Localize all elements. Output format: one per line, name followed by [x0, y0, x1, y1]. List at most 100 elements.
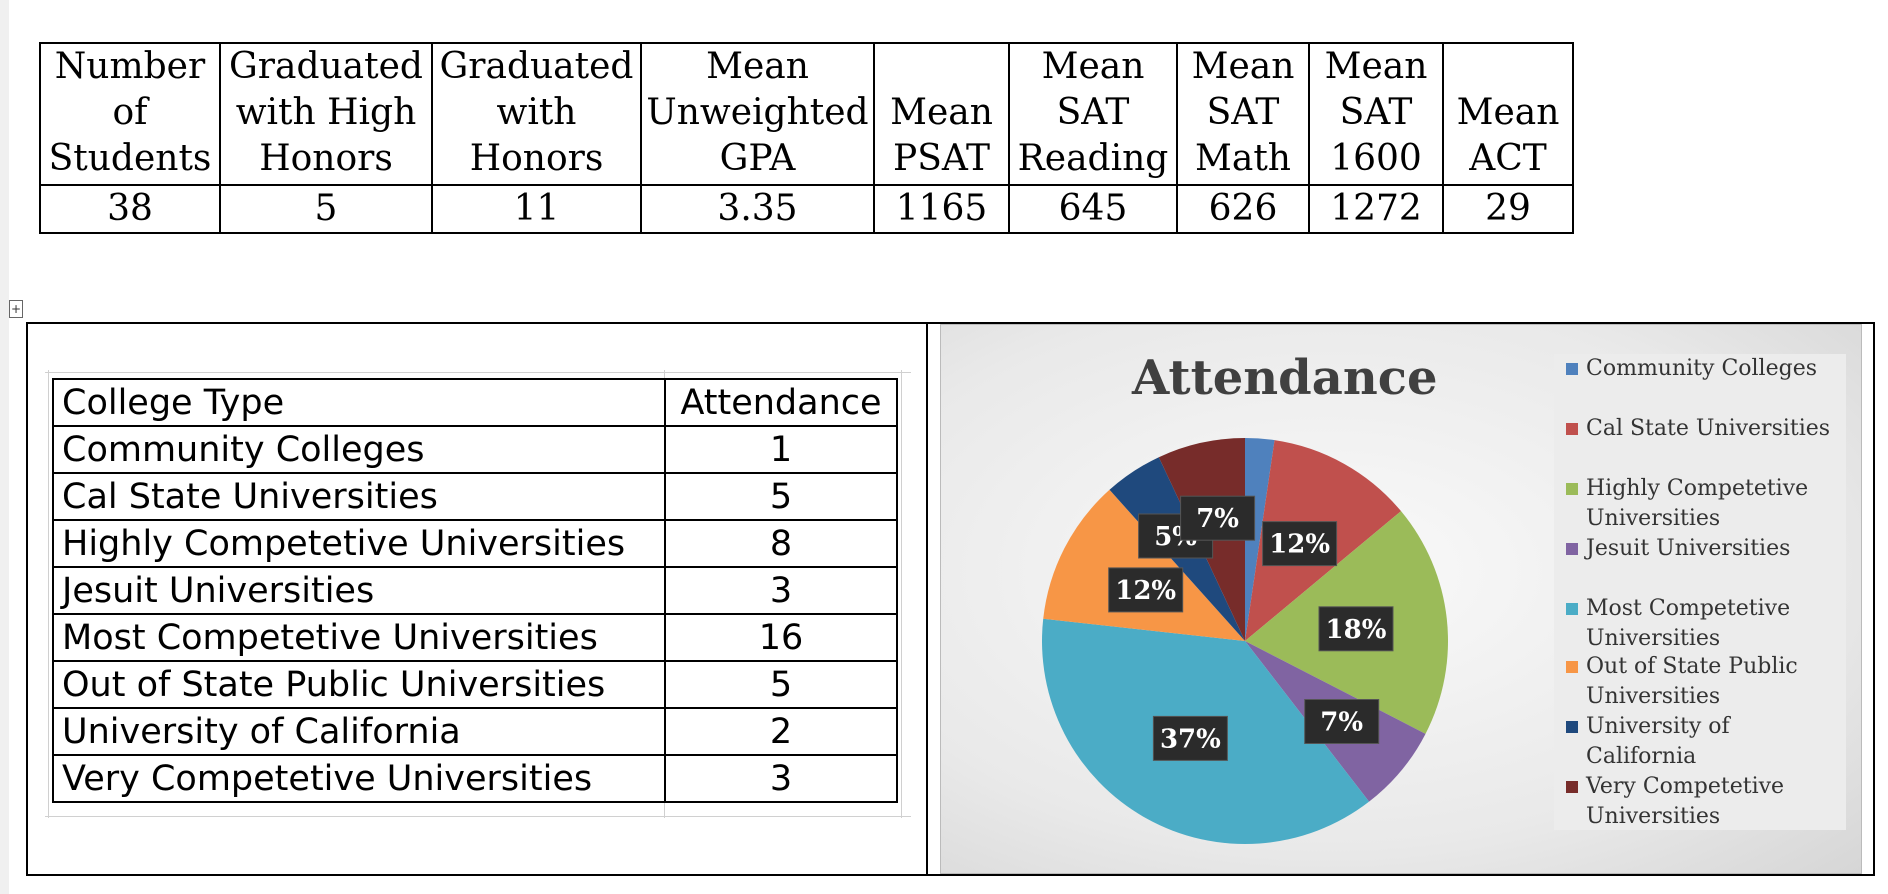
pie-chart[interactable]: 12%18%7%37%12%5%7%	[940, 324, 1862, 874]
layout-table-frame	[26, 322, 1875, 876]
college-type-cell: Highly Competetive Universities	[52, 519, 666, 568]
stats-value-cell: 3.35	[640, 184, 875, 234]
chart-title: Attendance	[1132, 350, 1438, 406]
attendance-cell: 16	[664, 613, 898, 662]
stats-value-cell: 626	[1176, 184, 1310, 234]
layout-table-divider	[926, 322, 928, 876]
stats-header-line: Number	[54, 46, 206, 87]
legend-label: Community Colleges	[1586, 356, 1817, 381]
pie-data-label-box	[1304, 699, 1380, 744]
legend-swatch-icon	[1566, 363, 1578, 375]
table-row: Cal State Universities 5	[52, 472, 898, 521]
stats-header-cell: Mean SAT 1600	[1308, 42, 1444, 186]
stats-header-line: with	[496, 92, 577, 133]
stats-value-cell: 1272	[1308, 184, 1444, 234]
stats-value-cell: 11	[431, 184, 642, 234]
pie-data-label: 7%	[1180, 495, 1256, 541]
stats-header-line: GPA	[719, 138, 796, 179]
stats-header-cell: Graduated with Honors	[431, 42, 642, 186]
pie-data-label-box	[1108, 567, 1184, 613]
legend-label: Jesuit Universities	[1586, 536, 1791, 561]
stats-header-line: of	[112, 92, 148, 133]
pie-data-label: 7%	[1304, 699, 1380, 744]
stats-value-row: 38 5 11 3.35 1165 645 626 1272 29	[39, 184, 1574, 234]
stats-header-line	[875, 44, 1008, 90]
table-row: Out of State Public Universities 5	[52, 660, 898, 709]
table-row: University of California 2	[52, 707, 898, 756]
pie-slice[interactable]	[1043, 489, 1245, 641]
attendance-cell: 5	[664, 472, 898, 521]
stats-value-cell: 38	[39, 184, 221, 234]
sheet-gridline	[45, 816, 911, 817]
attendance-header: Attendance	[664, 378, 898, 427]
pie-data-label-text: 18%	[1326, 615, 1387, 645]
stats-header-cell: Graduated with High Honors	[219, 42, 433, 186]
pie-data-label-text: 12%	[1269, 530, 1330, 560]
stats-header-cell: Mean SAT Math	[1176, 42, 1310, 186]
college-type-cell: Very Competetive Universities	[52, 754, 666, 803]
college-type-cell: Jesuit Universities	[52, 566, 666, 615]
attendance-cell: 3	[664, 566, 898, 615]
legend-swatch-icon	[1566, 423, 1578, 435]
legend-swatch-icon	[1566, 781, 1578, 793]
stats-header-line: Honors	[259, 138, 393, 179]
stats-header-line: SAT	[1056, 92, 1130, 133]
stats-header-cell: Mean Unweighted GPA	[640, 42, 875, 186]
stats-header-line: Mean	[706, 46, 809, 87]
pie-data-label-text: 7%	[1196, 504, 1239, 534]
stats-header-cell: Number of Students	[39, 42, 221, 186]
legend-label: University of California	[1586, 714, 1730, 769]
pie-slice[interactable]	[1245, 438, 1275, 641]
sheet-gridline	[901, 370, 902, 818]
legend-label: Cal State Universities	[1586, 416, 1831, 441]
table-move-handle-icon[interactable]: +	[9, 300, 23, 318]
stats-header-line: Graduated	[439, 46, 634, 87]
stats-header-line: with High	[235, 92, 417, 133]
stats-header-line: Honors	[469, 138, 604, 179]
stats-header-line: Mean	[890, 92, 993, 133]
pie-data-label-text: 37%	[1160, 724, 1221, 754]
stats-header-line	[1444, 44, 1572, 90]
stats-value-cell: 29	[1442, 184, 1574, 234]
college-table-header: College Type Attendance	[52, 378, 898, 427]
stats-header-line: Mean	[1456, 92, 1560, 133]
legend-swatch-icon	[1566, 483, 1578, 495]
stats-header-line: ACT	[1469, 138, 1547, 179]
college-type-cell: University of California	[52, 707, 666, 756]
table-row: Most Competetive Universities 16	[52, 613, 898, 662]
pie-data-label-text: 7%	[1320, 708, 1363, 738]
college-type-cell: Out of State Public Universities	[52, 660, 666, 709]
stats-header-line: PSAT	[893, 138, 990, 179]
college-type-table: College Type Attendance Community Colleg…	[52, 378, 898, 803]
sheet-gridline	[48, 370, 49, 818]
legend-label: Highly Competetive Universities	[1586, 476, 1809, 531]
stats-header-line: Math	[1195, 138, 1291, 179]
pie-data-label: 37%	[1152, 715, 1228, 761]
stats-header-line: SAT	[1339, 92, 1413, 133]
stats-header-line: SAT	[1206, 92, 1280, 133]
stats-header-line: Students	[48, 138, 212, 179]
legend-label: Out of State Public Universities	[1586, 654, 1798, 709]
stats-value-cell: 1165	[873, 184, 1010, 234]
stats-value-cell: 5	[219, 184, 433, 234]
pie-data-label: 18%	[1318, 606, 1394, 652]
stats-table: Number of Students Graduated with High Honors…	[39, 42, 1574, 234]
pie-data-label-box	[1262, 521, 1338, 567]
table-row: Highly Competetive Universities 8	[52, 519, 898, 568]
chart-legend[interactable]: Community Colleges Cal State Universities…	[1554, 354, 1846, 830]
college-type-header: College Type	[52, 378, 666, 427]
college-type-cell: Community Colleges	[52, 425, 666, 474]
stats-header-line: Mean	[1041, 46, 1145, 87]
legend-swatch-icon	[1566, 543, 1578, 555]
stats-header-line: Unweighted	[646, 92, 869, 133]
pie-data-label-box	[1180, 495, 1256, 541]
legend-swatch-icon	[1566, 661, 1578, 673]
sheet-gridline	[45, 372, 911, 373]
pie-data-label-box	[1318, 606, 1394, 652]
table-row: Jesuit Universities 3	[52, 566, 898, 615]
pie-data-label-text: 12%	[1115, 576, 1176, 606]
attendance-cell: 1	[664, 425, 898, 474]
stats-header-cell: Mean ACT	[1442, 42, 1574, 186]
page-margin	[0, 0, 9, 894]
stats-header-line: 1600	[1330, 138, 1422, 179]
